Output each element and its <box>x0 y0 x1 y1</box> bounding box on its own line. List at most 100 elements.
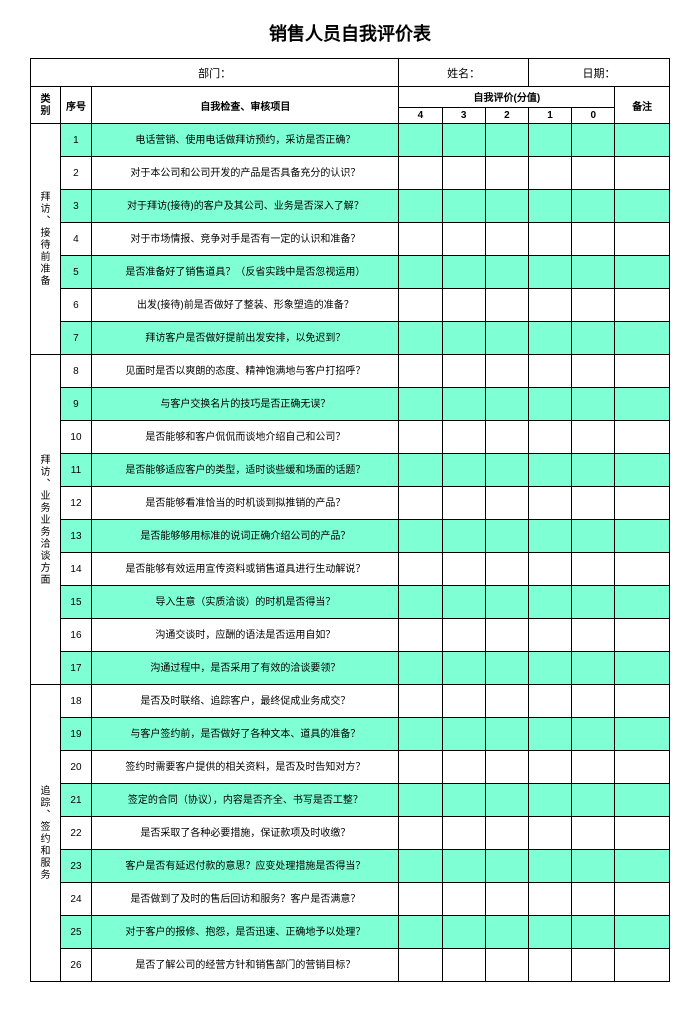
score-cell[interactable] <box>399 157 442 190</box>
score-cell[interactable] <box>399 190 442 223</box>
score-cell[interactable] <box>442 256 485 289</box>
score-cell[interactable] <box>399 223 442 256</box>
score-cell[interactable] <box>399 718 442 751</box>
remark-cell[interactable] <box>615 619 670 652</box>
remark-cell[interactable] <box>615 256 670 289</box>
score-cell[interactable] <box>485 289 528 322</box>
score-cell[interactable] <box>399 850 442 883</box>
remark-cell[interactable] <box>615 421 670 454</box>
score-cell[interactable] <box>442 784 485 817</box>
score-cell[interactable] <box>572 553 615 586</box>
score-cell[interactable] <box>485 949 528 982</box>
score-cell[interactable] <box>485 487 528 520</box>
remark-cell[interactable] <box>615 949 670 982</box>
score-cell[interactable] <box>442 619 485 652</box>
remark-cell[interactable] <box>615 751 670 784</box>
score-cell[interactable] <box>572 619 615 652</box>
remark-cell[interactable] <box>615 289 670 322</box>
score-cell[interactable] <box>572 883 615 916</box>
score-cell[interactable] <box>399 454 442 487</box>
score-cell[interactable] <box>442 553 485 586</box>
remark-cell[interactable] <box>615 883 670 916</box>
score-cell[interactable] <box>572 817 615 850</box>
score-cell[interactable] <box>399 685 442 718</box>
score-cell[interactable] <box>572 949 615 982</box>
score-cell[interactable] <box>528 652 571 685</box>
score-cell[interactable] <box>572 322 615 355</box>
score-cell[interactable] <box>528 157 571 190</box>
score-cell[interactable] <box>399 520 442 553</box>
score-cell[interactable] <box>399 388 442 421</box>
score-cell[interactable] <box>399 322 442 355</box>
score-cell[interactable] <box>528 586 571 619</box>
score-cell[interactable] <box>528 520 571 553</box>
score-cell[interactable] <box>528 190 571 223</box>
score-cell[interactable] <box>528 289 571 322</box>
remark-cell[interactable] <box>615 850 670 883</box>
score-cell[interactable] <box>442 355 485 388</box>
remark-cell[interactable] <box>615 487 670 520</box>
score-cell[interactable] <box>485 190 528 223</box>
score-cell[interactable] <box>485 553 528 586</box>
score-cell[interactable] <box>399 289 442 322</box>
remark-cell[interactable] <box>615 652 670 685</box>
score-cell[interactable] <box>442 223 485 256</box>
score-cell[interactable] <box>572 487 615 520</box>
score-cell[interactable] <box>442 718 485 751</box>
score-cell[interactable] <box>572 520 615 553</box>
remark-cell[interactable] <box>615 586 670 619</box>
score-cell[interactable] <box>528 487 571 520</box>
score-cell[interactable] <box>485 916 528 949</box>
score-cell[interactable] <box>485 157 528 190</box>
remark-cell[interactable] <box>615 355 670 388</box>
remark-cell[interactable] <box>615 553 670 586</box>
score-cell[interactable] <box>572 586 615 619</box>
score-cell[interactable] <box>442 289 485 322</box>
score-cell[interactable] <box>485 652 528 685</box>
score-cell[interactable] <box>485 454 528 487</box>
score-cell[interactable] <box>485 850 528 883</box>
remark-cell[interactable] <box>615 190 670 223</box>
remark-cell[interactable] <box>615 157 670 190</box>
score-cell[interactable] <box>485 124 528 157</box>
score-cell[interactable] <box>399 487 442 520</box>
score-cell[interactable] <box>442 421 485 454</box>
score-cell[interactable] <box>528 949 571 982</box>
score-cell[interactable] <box>399 553 442 586</box>
remark-cell[interactable] <box>615 124 670 157</box>
score-cell[interactable] <box>399 817 442 850</box>
score-cell[interactable] <box>528 388 571 421</box>
score-cell[interactable] <box>399 784 442 817</box>
score-cell[interactable] <box>572 784 615 817</box>
score-cell[interactable] <box>572 289 615 322</box>
score-cell[interactable] <box>399 652 442 685</box>
score-cell[interactable] <box>572 388 615 421</box>
score-cell[interactable] <box>399 586 442 619</box>
score-cell[interactable] <box>528 916 571 949</box>
remark-cell[interactable] <box>615 718 670 751</box>
score-cell[interactable] <box>572 718 615 751</box>
score-cell[interactable] <box>399 916 442 949</box>
remark-cell[interactable] <box>615 916 670 949</box>
score-cell[interactable] <box>442 487 485 520</box>
score-cell[interactable] <box>442 817 485 850</box>
score-cell[interactable] <box>442 454 485 487</box>
score-cell[interactable] <box>485 718 528 751</box>
score-cell[interactable] <box>442 850 485 883</box>
score-cell[interactable] <box>485 586 528 619</box>
score-cell[interactable] <box>572 685 615 718</box>
remark-cell[interactable] <box>615 784 670 817</box>
score-cell[interactable] <box>485 751 528 784</box>
score-cell[interactable] <box>528 421 571 454</box>
score-cell[interactable] <box>572 256 615 289</box>
score-cell[interactable] <box>442 685 485 718</box>
score-cell[interactable] <box>399 256 442 289</box>
score-cell[interactable] <box>399 124 442 157</box>
score-cell[interactable] <box>528 817 571 850</box>
score-cell[interactable] <box>528 322 571 355</box>
score-cell[interactable] <box>528 553 571 586</box>
remark-cell[interactable] <box>615 454 670 487</box>
score-cell[interactable] <box>528 784 571 817</box>
score-cell[interactable] <box>442 916 485 949</box>
score-cell[interactable] <box>442 322 485 355</box>
